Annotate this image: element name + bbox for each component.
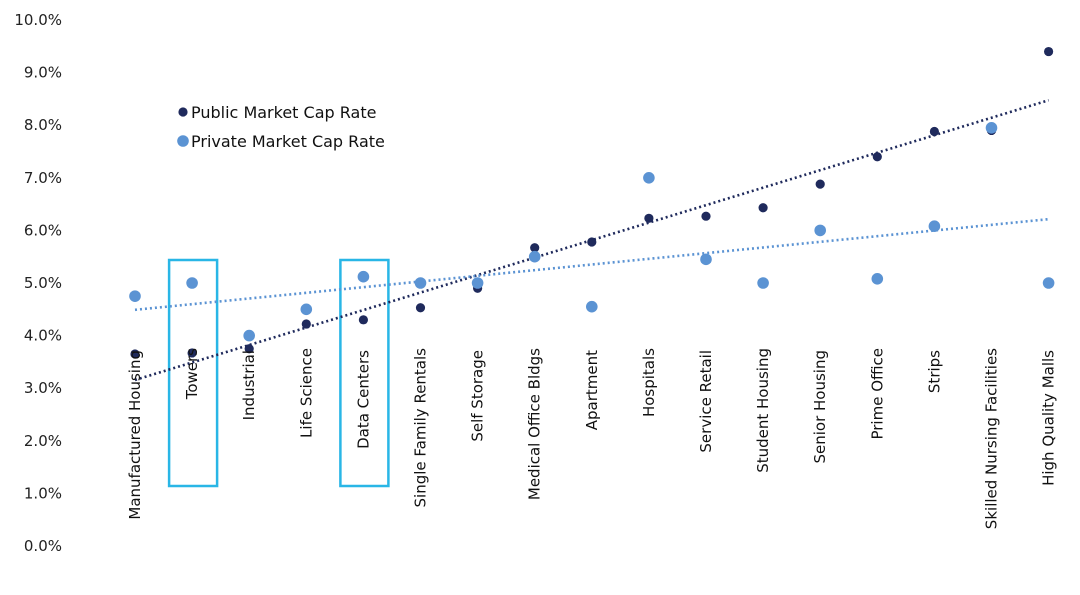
category-label: Data Centers <box>354 350 372 449</box>
private-point <box>643 172 655 184</box>
trendlines <box>134 99 1049 382</box>
y-axis: 0.0% 1.0% 2.0% 3.0% 4.0% 5.0% 6.0% 7.0% 8.0% 9.0%… <box>14 11 62 555</box>
category-label: Service Retail <box>697 350 715 453</box>
public-point <box>758 203 768 213</box>
category-label: Senior Housing <box>811 350 829 464</box>
data-points <box>129 46 1055 359</box>
category-label: Self Storage <box>469 350 487 442</box>
public-point <box>244 344 254 354</box>
trendline-public <box>134 99 1049 382</box>
y-tick-label: 10.0% <box>14 11 62 29</box>
public-point <box>1044 46 1054 57</box>
category-label: Medical Office Bldgs <box>526 348 544 500</box>
category-label: Manufactured Housing <box>126 350 144 520</box>
legend-label: Private Market Cap Rate <box>191 132 385 151</box>
public-point <box>929 126 940 137</box>
public-point <box>301 319 311 329</box>
private-point <box>186 277 198 289</box>
public-point <box>587 237 597 247</box>
y-tick-label: 0.0% <box>24 537 62 555</box>
category-label: Towers <box>183 348 201 400</box>
y-tick-label: 5.0% <box>24 274 62 292</box>
category-label: Strips <box>925 350 943 393</box>
category-label: Life Science <box>297 348 315 438</box>
private-point <box>700 253 712 266</box>
category-label: Hospitals <box>640 348 658 417</box>
private-point <box>871 272 884 285</box>
private-point <box>357 270 370 283</box>
y-tick-label: 7.0% <box>24 169 62 187</box>
private-point <box>985 122 998 134</box>
private-point <box>814 224 826 237</box>
public-point <box>358 315 368 325</box>
category-label: Industrial <box>240 350 258 420</box>
private-point <box>1042 277 1055 289</box>
highlight-box-data-centers <box>339 258 390 488</box>
y-tick-label: 1.0% <box>24 484 62 502</box>
category-label: Prime Office <box>868 348 886 440</box>
y-tick-label: 2.0% <box>24 432 62 450</box>
private-point <box>928 220 941 232</box>
legend-label: Public Market Cap Rate <box>191 103 376 122</box>
y-tick-label: 8.0% <box>24 116 62 134</box>
legend: Public Market Cap Rate Private Market Cap… <box>177 103 385 151</box>
y-tick-label: 3.0% <box>24 379 62 397</box>
public-point <box>130 349 140 359</box>
public-point <box>872 152 882 162</box>
category-label: Apartment <box>583 350 601 430</box>
private-point <box>129 290 141 302</box>
private-point <box>586 300 598 313</box>
legend-marker <box>177 135 189 147</box>
trendline-private <box>134 217 1049 312</box>
highlight-boxes <box>167 258 390 488</box>
highlight-box-towers <box>167 258 219 488</box>
category-label: Student Housing <box>754 348 772 473</box>
category-label: Skilled Nursing Facilities <box>983 348 1001 529</box>
category-labels: Manufactured Housing Towers Industrial Life… <box>126 348 1058 529</box>
public-point <box>187 348 197 358</box>
legend-marker <box>178 107 188 117</box>
y-tick-label: 9.0% <box>24 64 62 82</box>
public-point <box>530 243 540 253</box>
private-point <box>243 329 255 342</box>
y-tick-label: 6.0% <box>24 221 62 239</box>
private-point <box>757 277 769 289</box>
public-point <box>644 213 654 223</box>
private-point <box>471 277 484 289</box>
private-point <box>528 250 541 263</box>
private-point <box>300 303 313 316</box>
category-label: High Quality Malls <box>1040 350 1058 486</box>
public-point <box>701 211 711 221</box>
category-label: Single Family Rentals <box>412 348 430 508</box>
public-point <box>815 179 825 189</box>
private-point <box>414 277 427 289</box>
y-tick-label: 4.0% <box>24 327 62 345</box>
public-point <box>415 303 426 313</box>
